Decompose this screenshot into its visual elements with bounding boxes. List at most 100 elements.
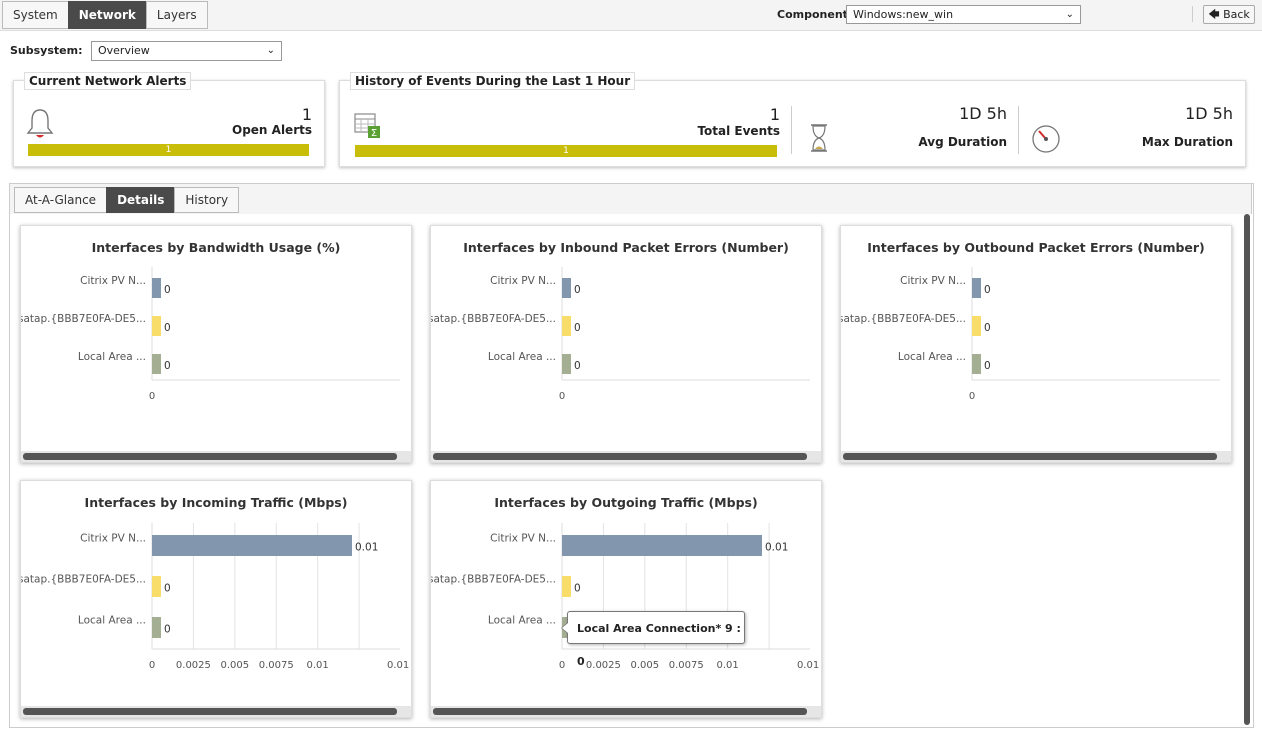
avg-duration-label: Avg Duration [918,135,1007,149]
gauge-icon [1032,125,1060,153]
avg-duration-value: 1D 5h [959,104,1007,123]
bar [152,316,161,336]
open-alerts-bar: 1 [28,144,309,156]
horizontal-scrollbar[interactable] [433,453,807,460]
x-tick-label: 0.005 [221,660,250,671]
chart-outbound-packet-errors: Interfaces by Outbound Packet Errors (Nu… [840,225,1232,463]
bar [152,617,161,638]
category-label: Local Area ... [78,615,146,627]
component-value: Windows:new_win [853,8,954,21]
history-panel-title: History of Events During the Last 1 Hour [350,72,636,90]
value-label: 0 [984,360,991,372]
tab-details[interactable]: Details [106,187,176,213]
x-tick-label: 0 [559,391,565,402]
value-label: 0 [164,322,171,334]
alerts-panel-title: Current Network Alerts [24,72,192,90]
bell-icon [26,109,54,138]
bar [152,576,161,597]
value-label: 0 [164,360,171,372]
tab-at-a-glance[interactable]: At-A-Glance [14,187,108,213]
chart-tooltip: Local Area Connection* 9 : 0 [561,611,745,668]
subsystem-value: Overview [98,44,150,57]
divider [1018,106,1019,154]
history-panel: History of Events During the Last 1 Hour… [339,72,1246,167]
chevron-down-icon: ⌄ [266,45,275,56]
chart-incoming-traffic: Interfaces by Incoming Traffic (Mbps) Ci… [20,480,412,718]
category-label: isatap.{BBB7E0FA-DE5... [431,313,556,325]
chart-title: Interfaces by Inbound Packet Errors (Num… [463,240,789,255]
bar [562,354,571,374]
inner-tabs: At-A-Glance Details History [14,187,240,213]
chart-title: Interfaces by Bandwidth Usage (%) [91,240,341,255]
chart-svg: Citrix PV N... 0.01 isatap.{BBB7E0FA-DE5..… [431,523,819,671]
value-label: 0 [574,360,581,372]
category-label: Citrix PV N... [900,275,966,287]
vertical-scrollbar[interactable] [1244,214,1250,725]
tab-history[interactable]: History [174,187,240,213]
divider [1192,6,1193,22]
bar [152,535,352,556]
svg-text:Σ: Σ [371,128,377,139]
horizontal-scrollbar[interactable] [433,708,807,715]
category-label: isatap.{BBB7E0FA-DE5... [21,574,146,586]
chart-title: Interfaces by Outbound Packet Errors (Nu… [867,240,1205,255]
category-label: isatap.{BBB7E0FA-DE5... [841,313,966,325]
chart-inbound-packet-errors: Interfaces by Inbound Packet Errors (Num… [430,225,822,463]
bar [152,354,161,374]
max-duration-label: Max Duration [1141,135,1233,149]
chevron-down-icon: ⌄ [1065,9,1074,20]
hourglass-icon [811,124,827,152]
category-label: isatap.{BBB7E0FA-DE5... [21,313,146,325]
horizontal-scrollbar[interactable] [23,453,397,460]
category-label: isatap.{BBB7E0FA-DE5... [431,574,556,586]
back-button[interactable]: 🡄 Back [1203,5,1255,24]
horizontal-scrollbar[interactable] [843,453,1217,460]
chart-title: Interfaces by Outgoing Traffic (Mbps) [494,495,758,510]
x-tick-label: 0.0025 [176,660,211,671]
category-label: Citrix PV N... [490,533,556,545]
calendar-sum-icon: Σ [354,113,380,139]
chart-svg: Citrix PV N... 0 isatap.{BBB7E0FA-DE5... 0 L… [431,267,810,402]
category-label: Local Area ... [78,351,146,363]
subsystem-label: Subsystem: [10,44,83,57]
value-label: 0 [164,284,171,296]
chart-svg: Citrix PV N... 0.01 isatap.{BBB7E0FA-DE5..… [21,523,409,671]
total-events-count: 1 [769,105,780,124]
x-tick-label: 0.0025 [586,660,621,671]
total-events-bar: 1 [355,145,777,157]
x-tick-label: 0 [149,391,155,402]
total-events-label[interactable]: Total Events [697,124,780,138]
horizontal-scrollbar[interactable] [23,708,397,715]
open-alerts-label[interactable]: Open Alerts [232,123,312,137]
chart-title: Interfaces by Incoming Traffic (Mbps) [84,495,348,510]
bar [562,316,571,336]
x-tick-label: 0.01 [717,660,739,671]
value-label: 0.01 [765,542,788,554]
component-label: Component [777,8,848,21]
category-label: Citrix PV N... [80,533,146,545]
chart-svg: Citrix PV N... 0 isatap.{BBB7E0FA-DE5... 0 L… [841,267,1220,402]
subsystem-select[interactable]: Overview ⌄ [91,41,282,61]
value-label: 0 [574,322,581,334]
x-tick-label: 0 [559,660,565,671]
x-tick-label: 0.0075 [669,660,704,671]
chart-bandwidth-usage: Interfaces by Bandwidth Usage (%) Citrix… [20,225,412,463]
x-tick-label: 0 [969,391,975,402]
chart-svg: Citrix PV N... 0 isatap.{BBB7E0FA-DE5... 0 L… [21,267,400,402]
tab-system[interactable]: System [2,1,69,29]
category-label: Local Area ... [898,351,966,363]
bar [562,535,762,556]
x-tick-label: 0.01 [797,660,819,671]
value-label: 0 [984,284,991,296]
tab-layers[interactable]: Layers [145,1,208,29]
category-label: Local Area ... [488,615,556,627]
x-tick-label: 0.0075 [259,660,294,671]
open-alerts-count: 1 [301,105,312,124]
back-label: Back [1223,8,1250,21]
x-tick-label: 0.005 [631,660,660,671]
alerts-panel: Current Network Alerts 1 Open Alerts 1 [13,72,325,167]
component-select[interactable]: Windows:new_win ⌄ [846,5,1081,24]
x-tick-label: 0.01 [307,660,329,671]
value-label: 0 [164,583,171,595]
tab-network[interactable]: Network [67,1,147,29]
